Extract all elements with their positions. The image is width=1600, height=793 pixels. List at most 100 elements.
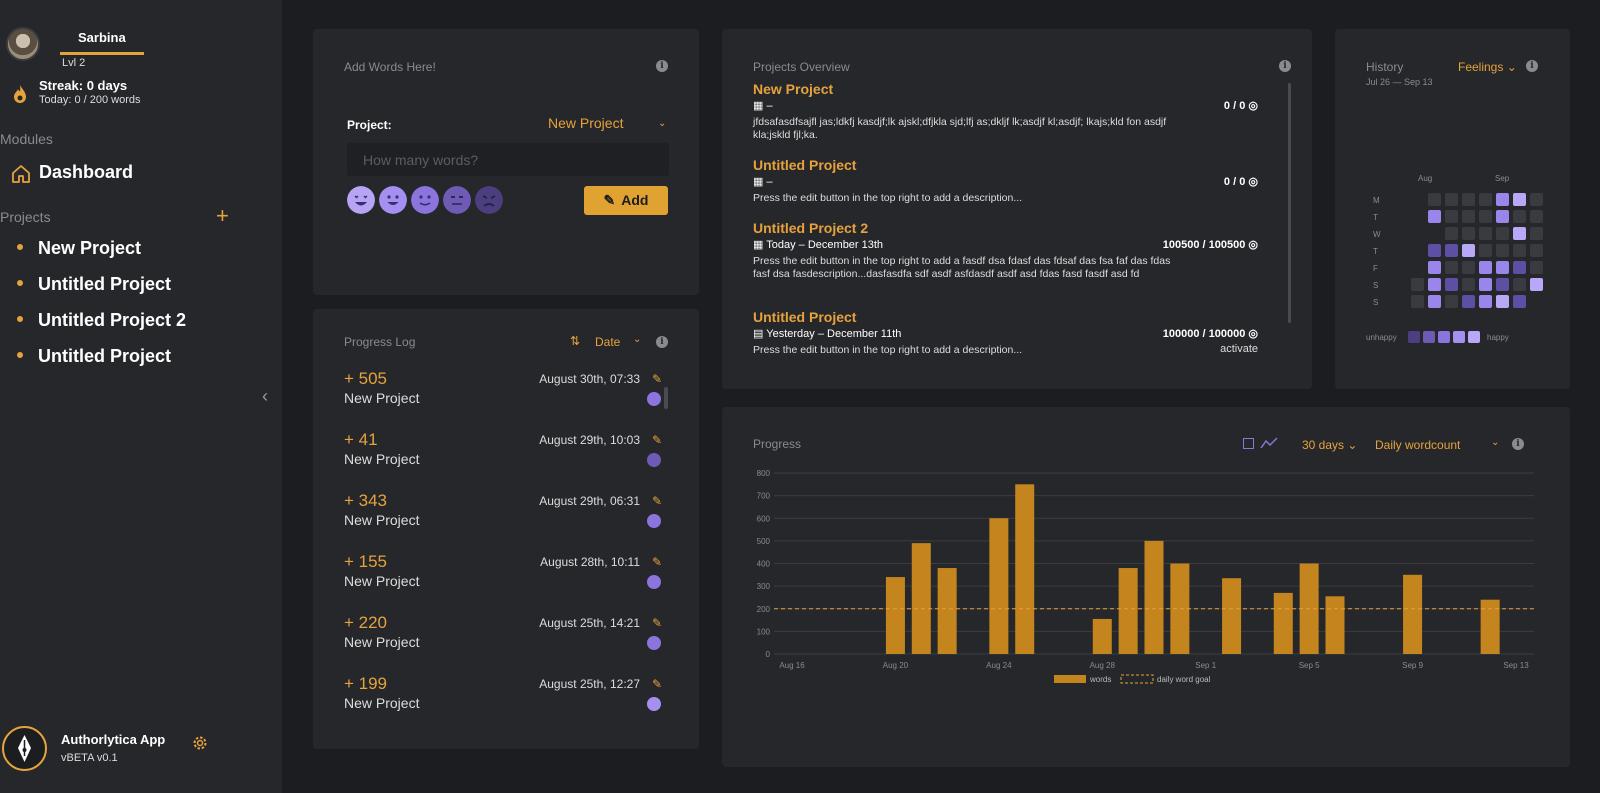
heatmap-cell[interactable]	[1479, 278, 1492, 291]
info-icon[interactable]: i	[1512, 438, 1524, 450]
avatar[interactable]	[6, 27, 40, 61]
project-card[interactable]: New Project ▦ – 0 / 0 ◎ jfdsafasdfsajfl …	[753, 81, 1258, 142]
heatmap-cell[interactable]	[1513, 278, 1526, 291]
project-select[interactable]: New Project	[548, 115, 624, 131]
project-card[interactable]: Untitled Project 2 ▦ Today – December 13…	[753, 220, 1258, 281]
heatmap-cell[interactable]	[1479, 261, 1492, 274]
word-count-input[interactable]	[347, 143, 669, 176]
bar[interactable]	[1092, 618, 1112, 654]
sort-icon[interactable]: ⇅	[570, 334, 581, 348]
mood-neutral-icon[interactable]	[443, 186, 471, 214]
heatmap-cell[interactable]	[1496, 261, 1509, 274]
metric-select[interactable]: Daily wordcount	[1375, 438, 1461, 452]
mood-very-happy-icon[interactable]	[347, 186, 375, 214]
sidebar-project-item[interactable]: Untitled Project	[17, 274, 171, 295]
heatmap-cell[interactable]	[1411, 295, 1424, 308]
heatmap-cell[interactable]	[1445, 193, 1458, 206]
history-filter-select[interactable]: Feelings ⌄	[1458, 60, 1517, 74]
heatmap-cell[interactable]	[1428, 210, 1441, 223]
heatmap-cell[interactable]	[1428, 295, 1441, 308]
add-project-button[interactable]: +	[216, 203, 229, 228]
heatmap-cell[interactable]	[1411, 278, 1424, 291]
mood-content-icon[interactable]	[411, 186, 439, 214]
heatmap-cell[interactable]	[1479, 193, 1492, 206]
info-icon[interactable]: i	[1526, 60, 1538, 72]
mood-happy-icon[interactable]	[379, 186, 407, 214]
edit-icon[interactable]: ✎	[651, 616, 662, 630]
info-icon[interactable]: i	[656, 60, 668, 72]
bar[interactable]	[1480, 599, 1500, 654]
heatmap-cell[interactable]	[1496, 295, 1509, 308]
heatmap-cell[interactable]	[1496, 278, 1509, 291]
scrollbar[interactable]	[1288, 83, 1291, 323]
bar[interactable]	[937, 568, 957, 654]
info-icon[interactable]: i	[656, 336, 668, 348]
heatmap-cell[interactable]	[1530, 193, 1543, 206]
bar[interactable]	[1222, 578, 1242, 654]
heatmap-cell[interactable]	[1445, 261, 1458, 274]
heatmap-cell[interactable]	[1496, 227, 1509, 240]
heatmap-cell[interactable]	[1428, 278, 1441, 291]
heatmap-cell[interactable]	[1496, 244, 1509, 257]
heatmap-cell[interactable]	[1513, 295, 1526, 308]
edit-icon[interactable]: ✎	[651, 372, 662, 386]
bar[interactable]	[1144, 540, 1164, 654]
activate-link[interactable]: activate	[1220, 343, 1258, 355]
heatmap-cell[interactable]	[1479, 244, 1492, 257]
heatmap-cell[interactable]	[1462, 295, 1475, 308]
bar[interactable]	[911, 543, 931, 654]
edit-icon[interactable]: ✎	[651, 433, 662, 447]
heatmap-cell[interactable]	[1513, 227, 1526, 240]
mood-sad-icon[interactable]	[475, 186, 503, 214]
heatmap-cell[interactable]	[1428, 193, 1441, 206]
heatmap-cell[interactable]	[1462, 227, 1475, 240]
heatmap-cell[interactable]	[1513, 261, 1526, 274]
collapse-sidebar-button[interactable]: ‹	[262, 386, 268, 406]
bar[interactable]	[1118, 568, 1138, 654]
chevron-down-icon[interactable]: ⌄	[658, 118, 667, 129]
edit-icon[interactable]: ✎	[651, 494, 662, 508]
heatmap-cell[interactable]	[1513, 244, 1526, 257]
home-icon[interactable]	[11, 164, 31, 184]
bar[interactable]	[1325, 596, 1345, 654]
sidebar-project-item[interactable]: Untitled Project 2	[17, 310, 186, 331]
heatmap-cell[interactable]	[1462, 278, 1475, 291]
bar[interactable]	[1015, 484, 1035, 654]
nav-dashboard[interactable]: Dashboard	[39, 162, 134, 182]
heatmap-cell[interactable]	[1496, 210, 1509, 223]
edit-icon[interactable]: ✎	[651, 677, 662, 691]
heatmap-cell[interactable]	[1479, 210, 1492, 223]
heatmap-cell[interactable]	[1462, 210, 1475, 223]
heatmap-cell[interactable]	[1445, 227, 1458, 240]
heatmap-cell[interactable]	[1513, 210, 1526, 223]
bar-chart-toggle[interactable]	[1243, 438, 1254, 449]
heatmap-cell[interactable]	[1462, 193, 1475, 206]
range-select[interactable]: 30 days ⌄	[1302, 438, 1358, 452]
heatmap-cell[interactable]	[1445, 244, 1458, 257]
project-card[interactable]: Untitled Project ▤ Yesterday – December …	[753, 309, 1258, 357]
sort-select[interactable]: Date	[595, 335, 621, 349]
project-card[interactable]: Untitled Project ▦ – 0 / 0 ◎ Press the e…	[753, 157, 1258, 205]
heatmap-cell[interactable]	[1530, 227, 1543, 240]
heatmap-cell[interactable]	[1530, 210, 1543, 223]
heatmap-cell[interactable]	[1445, 295, 1458, 308]
heatmap-cell[interactable]	[1428, 244, 1441, 257]
sidebar-project-item[interactable]: Untitled Project	[17, 346, 171, 367]
heatmap-cell[interactable]	[1530, 278, 1543, 291]
heatmap-cell[interactable]	[1462, 244, 1475, 257]
chevron-down-icon[interactable]: ⌄	[1491, 437, 1500, 448]
heatmap-cell[interactable]	[1479, 295, 1492, 308]
edit-icon[interactable]: ✎	[651, 555, 662, 569]
add-words-button[interactable]: ✎ Add	[584, 186, 668, 215]
chevron-down-icon[interactable]: ⌄	[633, 334, 642, 345]
heatmap-cell[interactable]	[1479, 227, 1492, 240]
info-icon[interactable]: i	[1279, 60, 1291, 72]
heatmap-cell[interactable]	[1513, 193, 1526, 206]
line-chart-icon[interactable]	[1260, 436, 1278, 450]
heatmap-cell[interactable]	[1496, 193, 1509, 206]
heatmap-cell[interactable]	[1462, 261, 1475, 274]
bar[interactable]	[1273, 592, 1293, 654]
bar[interactable]	[989, 518, 1009, 654]
gear-icon[interactable]	[191, 734, 209, 752]
bar[interactable]	[885, 577, 905, 654]
